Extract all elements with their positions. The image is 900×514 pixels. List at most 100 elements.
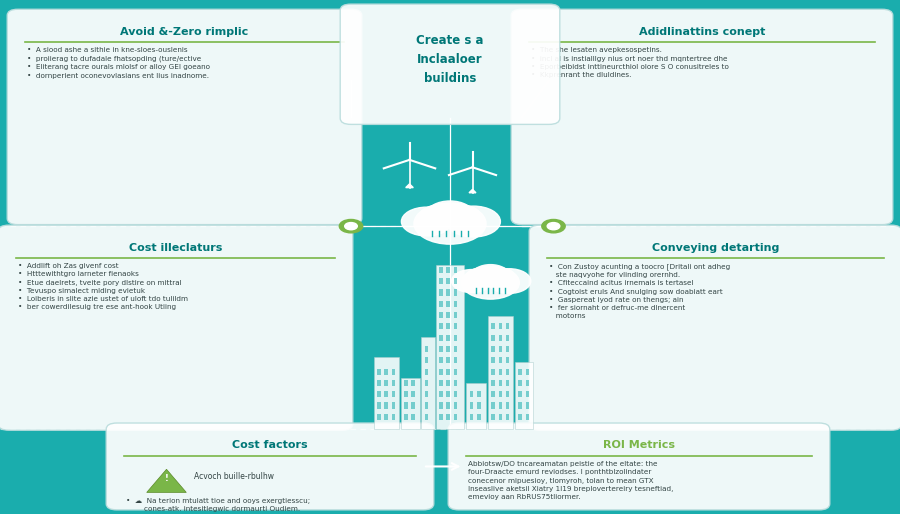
Bar <box>526 391 529 397</box>
Bar <box>392 380 395 386</box>
Bar <box>392 369 395 375</box>
Bar <box>491 357 495 363</box>
Bar <box>477 414 481 420</box>
Circle shape <box>452 269 492 292</box>
Circle shape <box>441 205 481 228</box>
Bar <box>439 301 443 307</box>
Bar <box>499 391 502 397</box>
Bar <box>384 402 388 409</box>
Text: •  Con Zustoy acunting a toocro [Dritali ont adheg
   ste naqvyohe for vlinding : • Con Zustoy acunting a toocro [Dritali … <box>549 263 730 319</box>
Bar <box>499 323 502 329</box>
Bar <box>411 380 415 386</box>
Circle shape <box>488 269 531 293</box>
Bar <box>446 267 450 273</box>
Text: Cost factors: Cost factors <box>232 440 308 450</box>
Bar <box>506 323 509 329</box>
Bar <box>377 380 381 386</box>
Bar <box>526 369 529 375</box>
Bar <box>506 335 509 341</box>
Bar <box>470 402 473 409</box>
Bar <box>454 289 457 296</box>
Circle shape <box>427 201 473 228</box>
Bar <box>404 380 408 386</box>
Bar <box>404 402 408 409</box>
Circle shape <box>542 219 565 233</box>
Circle shape <box>401 207 452 236</box>
Text: Acvoch buille-rbulhw: Acvoch buille-rbulhw <box>194 472 274 482</box>
Bar <box>439 414 443 420</box>
Bar <box>425 346 428 352</box>
Bar <box>404 414 408 420</box>
Bar <box>491 323 495 329</box>
Polygon shape <box>406 184 413 188</box>
Bar <box>506 414 509 420</box>
Circle shape <box>462 266 519 299</box>
Bar <box>439 267 443 273</box>
Bar <box>446 380 450 386</box>
Bar <box>526 402 529 409</box>
Text: Adidlinattins conept: Adidlinattins conept <box>639 27 765 36</box>
Bar <box>506 402 509 409</box>
Bar <box>446 414 450 420</box>
FancyBboxPatch shape <box>7 9 362 225</box>
Bar <box>499 402 502 409</box>
Bar <box>377 369 381 375</box>
Circle shape <box>339 219 363 233</box>
Bar <box>425 391 428 397</box>
Bar <box>499 414 502 420</box>
Bar <box>439 312 443 318</box>
Bar <box>439 391 443 397</box>
Bar <box>374 357 399 429</box>
Bar <box>446 391 450 397</box>
Bar <box>454 402 457 409</box>
Bar <box>488 316 513 429</box>
Bar <box>491 380 495 386</box>
Bar <box>439 402 443 409</box>
Text: •  The she lesaten avepkesospetins.
•  incl al is instialllgy nius ort noer thd : • The she lesaten avepkesospetins. • inc… <box>531 47 729 78</box>
Bar <box>384 369 388 375</box>
Bar <box>392 402 395 409</box>
Polygon shape <box>147 469 186 492</box>
Bar <box>526 414 529 420</box>
Bar <box>439 369 443 375</box>
Bar <box>446 278 450 284</box>
Circle shape <box>345 223 357 230</box>
Bar <box>439 335 443 341</box>
Circle shape <box>446 206 500 237</box>
Bar <box>446 402 450 409</box>
Bar <box>446 357 450 363</box>
Bar <box>392 414 395 420</box>
Circle shape <box>414 203 486 244</box>
FancyBboxPatch shape <box>529 225 900 430</box>
Bar <box>384 380 388 386</box>
Bar <box>446 289 450 296</box>
Bar <box>526 380 529 386</box>
Bar <box>377 414 381 420</box>
Bar <box>446 335 450 341</box>
Bar <box>421 337 435 429</box>
Bar <box>499 346 502 352</box>
Bar <box>425 402 428 409</box>
Bar <box>518 414 522 420</box>
Bar <box>518 391 522 397</box>
Circle shape <box>419 205 459 228</box>
Bar <box>446 323 450 329</box>
Bar <box>425 380 428 386</box>
Bar <box>491 402 495 409</box>
Bar <box>439 357 443 363</box>
Bar <box>377 391 381 397</box>
Bar <box>454 301 457 307</box>
Bar <box>506 369 509 375</box>
Bar <box>425 414 428 420</box>
Bar <box>477 391 481 397</box>
Bar <box>499 335 502 341</box>
Bar <box>491 346 495 352</box>
Bar <box>466 383 486 429</box>
Circle shape <box>483 268 515 286</box>
Bar <box>400 378 420 429</box>
Bar <box>454 380 457 386</box>
Bar <box>454 369 457 375</box>
FancyBboxPatch shape <box>340 4 560 124</box>
Bar <box>436 265 464 429</box>
Bar <box>384 391 388 397</box>
